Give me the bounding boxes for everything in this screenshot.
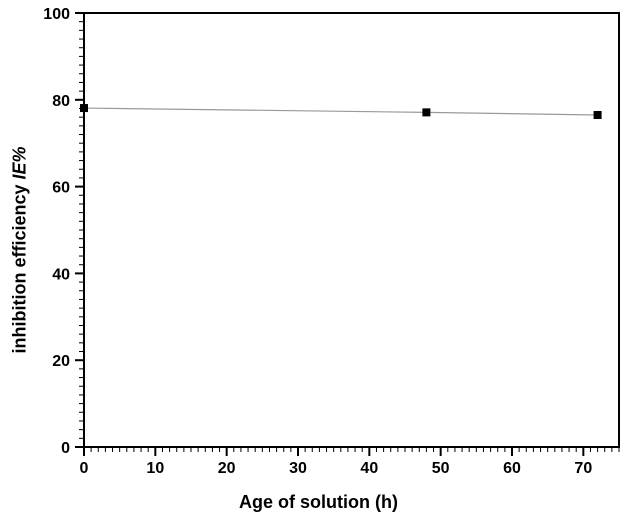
x-tick-label: 50	[432, 460, 450, 477]
y-axis-title-symbol: IE%	[9, 146, 30, 180]
y-tick-label: 60	[52, 180, 70, 197]
plot-frame	[83, 12, 620, 448]
x-tick-label: 60	[503, 460, 521, 477]
x-tick-label: 70	[574, 460, 592, 477]
y-tick-label: 40	[52, 266, 70, 283]
y-tick-label: 20	[52, 353, 70, 370]
x-tick-label: 10	[146, 460, 164, 477]
x-axis-title: Age of solution (h)	[0, 492, 637, 513]
y-tick-label: 0	[61, 440, 70, 457]
x-tick-label: 20	[218, 460, 236, 477]
x-tick-label: 30	[289, 460, 307, 477]
y-axis-title: inhibition efficiency IE%	[10, 146, 31, 353]
data-point-marker	[593, 110, 602, 119]
x-axis-title-text: Age of solution (h)	[239, 492, 398, 512]
data-point-marker	[80, 104, 88, 113]
data-point-marker	[422, 108, 431, 117]
y-tick-label: 80	[52, 93, 70, 110]
x-tick-label: 40	[360, 460, 378, 477]
y-tick-label: 100	[43, 6, 70, 23]
data-line	[83, 107, 598, 116]
y-axis-title-text: inhibition efficiency	[9, 184, 30, 354]
x-tick-label: 0	[80, 460, 89, 477]
